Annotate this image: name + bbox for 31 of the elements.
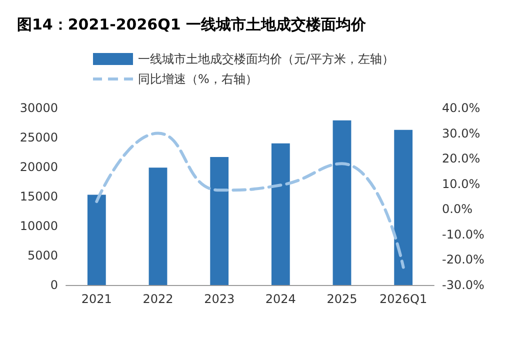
y2-tick-label: -20.0% (442, 252, 484, 267)
bar (148, 168, 168, 285)
chart-title: 图14：2021-2026Q1 一线城市土地成交楼面均价 (17, 16, 368, 34)
y2-tick-label: -30.0% (442, 278, 484, 292)
y2-tick-label: 10.0% (442, 176, 480, 191)
bar (87, 194, 106, 285)
legend-label: 一线城市土地成交楼面均价（元/平方米，左轴） (138, 52, 394, 66)
x-tick-label: 2022 (142, 292, 174, 306)
y-tick-label: 25000 (20, 130, 58, 144)
x-tick-label: 2026Q1 (380, 292, 428, 306)
y2-tick-label: -10.0% (442, 227, 484, 242)
y-tick-label: 30000 (20, 101, 58, 115)
y2-tick-label: 30.0% (442, 126, 480, 140)
y-tick-label: 0 (50, 278, 58, 292)
y-tick-label: 10000 (20, 219, 58, 233)
y-tick-label: 20000 (20, 160, 58, 174)
y2-tick-label: 0.0% (442, 202, 472, 216)
y2-tick-label: 40.0% (442, 101, 480, 115)
y2-tick-label: 20.0% (442, 152, 480, 166)
legend-label: 同比增速（%，右轴） (138, 72, 258, 86)
bar (394, 130, 413, 285)
y-tick-label: 5000 (27, 248, 58, 262)
line-series (95, 132, 405, 269)
y-tick-label: 15000 (20, 190, 58, 204)
bar (271, 143, 290, 285)
bar (332, 120, 352, 285)
bar (210, 156, 229, 285)
x-tick-label: 2024 (265, 292, 296, 306)
x-tick-label: 2021 (81, 292, 112, 306)
x-tick-label: 2025 (326, 292, 358, 306)
x-tick-label: 2023 (204, 292, 235, 306)
